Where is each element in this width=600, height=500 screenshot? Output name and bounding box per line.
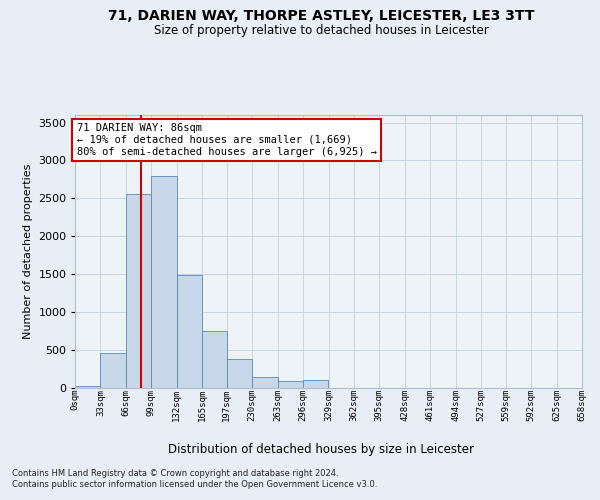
Y-axis label: Number of detached properties: Number of detached properties bbox=[23, 164, 33, 339]
Text: 71 DARIEN WAY: 86sqm
← 19% of detached houses are smaller (1,669)
80% of semi-de: 71 DARIEN WAY: 86sqm ← 19% of detached h… bbox=[77, 124, 377, 156]
Text: Contains public sector information licensed under the Open Government Licence v3: Contains public sector information licen… bbox=[12, 480, 377, 489]
Bar bbox=[202, 332, 227, 388]
Bar bbox=[227, 360, 252, 388]
Text: Size of property relative to detached houses in Leicester: Size of property relative to detached ho… bbox=[154, 24, 488, 37]
Bar bbox=[278, 382, 303, 388]
Bar bbox=[177, 276, 202, 388]
Text: Distribution of detached houses by size in Leicester: Distribution of detached houses by size … bbox=[168, 442, 474, 456]
Bar bbox=[100, 354, 126, 388]
Bar bbox=[151, 176, 177, 388]
Text: 71, DARIEN WAY, THORPE ASTLEY, LEICESTER, LE3 3TT: 71, DARIEN WAY, THORPE ASTLEY, LEICESTER… bbox=[108, 9, 534, 23]
Bar bbox=[126, 194, 151, 388]
Bar bbox=[75, 386, 100, 388]
Text: Contains HM Land Registry data © Crown copyright and database right 2024.: Contains HM Land Registry data © Crown c… bbox=[12, 469, 338, 478]
Bar bbox=[303, 380, 329, 388]
Bar bbox=[252, 377, 278, 388]
